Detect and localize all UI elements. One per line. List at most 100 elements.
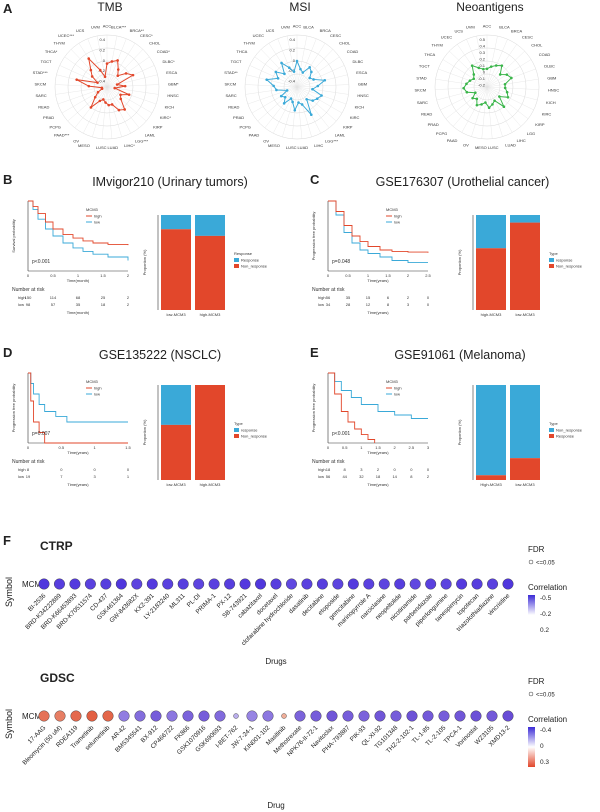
- radar-tick-label: -0.1: [478, 76, 486, 81]
- km-risk-low-value: 14: [392, 474, 397, 479]
- dot-point: [84, 578, 96, 590]
- radar-axis-label: LAML: [145, 132, 156, 137]
- bar-legend-title: Type: [549, 421, 558, 426]
- radar-axis-label: STAD***: [33, 70, 48, 75]
- km-risk-low-value: 0: [427, 302, 430, 307]
- km-risk-high-value: 2: [407, 295, 410, 300]
- km-title-gse176307: GSE176307 (Urothelial cancer): [375, 175, 550, 189]
- km-risk-low-value: 56: [326, 474, 331, 479]
- radar-spoke: [101, 86, 108, 139]
- km-risk-high-value: 0: [427, 467, 430, 472]
- dot-cor-title: Correlation: [528, 583, 567, 592]
- dot-point: [301, 578, 313, 590]
- bar-segment-top: [510, 385, 540, 459]
- radar-point: [498, 73, 502, 76]
- radar-point: [493, 99, 496, 102]
- bar-category-label: high-MCM3: [200, 312, 221, 317]
- radar-spoke: [476, 36, 488, 88]
- radar-point: [312, 78, 315, 81]
- km-risk-high-value: 56: [326, 295, 331, 300]
- km-x-tick: 0.5: [342, 445, 348, 450]
- radar-axis-label: SKCM: [225, 82, 237, 87]
- radar-point: [308, 66, 311, 69]
- radar-point: [510, 76, 513, 80]
- radar-axis-label: BLCA: [499, 25, 510, 30]
- radar-axis-label: PRAD: [233, 115, 244, 120]
- radar-tick-label: 0.5: [479, 37, 485, 42]
- radar-spoke: [442, 59, 488, 88]
- dot-point: [239, 578, 251, 590]
- bar-plot-imvigor210: Proportion (%)p < 0.05low-MCM3high-MCM3R…: [142, 215, 268, 317]
- km-x-tick: 2.5: [425, 273, 431, 278]
- radar-tick-label: 0.4: [99, 37, 105, 42]
- dot-point: [502, 710, 514, 722]
- dot-point: [425, 578, 437, 590]
- radar-axis-label: BLCA: [303, 25, 314, 30]
- radar-axis-label: LUSC: [96, 145, 107, 150]
- radar-tick-label: 0.4: [479, 44, 485, 49]
- radar-point: [100, 86, 104, 90]
- radar-point: [485, 67, 489, 71]
- dot-point: [131, 578, 143, 590]
- km-legend-low: low: [394, 392, 400, 397]
- radar-axis-label: OV: [73, 139, 79, 144]
- dot-point: [38, 578, 50, 590]
- radar-spoke: [277, 38, 298, 88]
- radar-spoke: [106, 84, 159, 88]
- dot-point: [406, 710, 418, 722]
- dot-point: [246, 710, 258, 722]
- radar-spoke: [471, 86, 488, 137]
- bar-segment-bottom: [161, 229, 191, 310]
- km-x-tick: 1.5: [100, 273, 106, 278]
- radar-spoke: [87, 38, 108, 88]
- radar-axis-label: COAD*: [157, 49, 171, 54]
- radar-axis-label: MESO: [268, 143, 280, 148]
- radar-spoke: [486, 86, 539, 90]
- radar-point: [480, 103, 483, 106]
- dot-point: [54, 710, 66, 722]
- radar-point: [309, 113, 313, 117]
- km-legend-high: high: [94, 214, 102, 219]
- dot-point: [358, 710, 370, 722]
- radar-point: [279, 94, 283, 98]
- dot-point: [255, 578, 267, 590]
- radar-spoke: [55, 84, 108, 88]
- radar-tick-label: 0.4: [289, 37, 295, 42]
- km-risk-high-value: 3: [360, 467, 363, 472]
- radar-point: [477, 66, 481, 70]
- dot-point: [208, 578, 220, 590]
- km-risk-low-value: 35: [76, 302, 81, 307]
- bar-category-label: low-MCM3: [515, 482, 535, 487]
- bar-segment-top: [476, 215, 506, 249]
- km-risk-title: Number at risk: [12, 287, 45, 293]
- dot-cor-title: Correlation: [528, 715, 567, 724]
- bar-legend-swatch-1: [549, 428, 554, 432]
- radar-point: [104, 101, 107, 104]
- radar-axis-label: THCA: [424, 52, 435, 57]
- dot-point: [224, 578, 236, 590]
- radar-point: [505, 90, 509, 94]
- dot-point: [394, 578, 406, 590]
- km-title-imvigor210: IMvigor210 (Urinary tumors): [92, 175, 248, 189]
- bar-legend-item-2: Non_response: [241, 264, 268, 269]
- bar-segment-top: [161, 215, 191, 230]
- radar-point: [131, 73, 135, 77]
- radar-axis-label: DLBC: [352, 59, 363, 64]
- radar-point: [503, 82, 507, 86]
- radar-point: [289, 97, 293, 100]
- km-legend-high: high: [394, 214, 402, 219]
- dot-colorbar-tick: 0: [540, 743, 544, 750]
- km-x-label: Time(years): [367, 450, 389, 455]
- radar-point: [116, 59, 119, 62]
- km-x-label: Time(years): [367, 278, 389, 283]
- dot-gene-label: MCM3: [22, 580, 46, 589]
- bar-legend-swatch-2: [234, 434, 239, 438]
- radar-axis-label: BRCA**: [130, 28, 145, 33]
- radar-point: [287, 66, 291, 69]
- radar-point: [482, 67, 485, 71]
- radar-spoke: [286, 35, 298, 88]
- bar-segment-top: [161, 385, 191, 425]
